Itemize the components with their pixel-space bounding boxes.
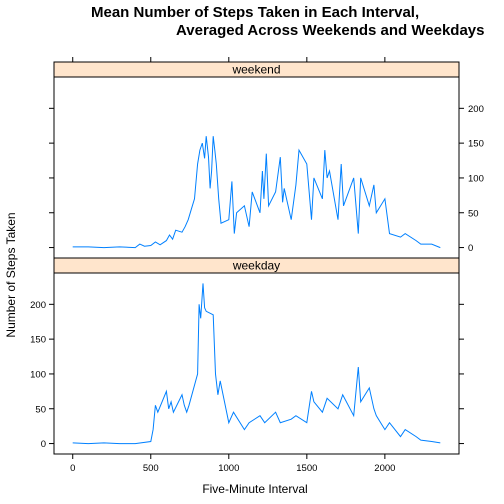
- x-tick-label: 1500: [296, 463, 317, 474]
- y-tick-label-weekday: 200: [30, 300, 46, 311]
- y-tick-label-weekday: 150: [30, 335, 46, 346]
- series-line-weekend: [72, 136, 441, 249]
- x-tick-label: 0: [70, 463, 75, 474]
- chart-title-line-2: Averaged Across Weekends and Weekdays: [176, 22, 484, 39]
- series-line-weekday: [72, 283, 441, 445]
- y-tick-label-weekday: 0: [41, 439, 46, 450]
- chart-title-line-1: Mean Number of Steps Taken in Each Inter…: [91, 4, 419, 21]
- panel-frame-weekend: [53, 76, 460, 259]
- x-tick-label: 1000: [218, 463, 239, 474]
- x-tick-label: 500: [143, 463, 159, 474]
- y-tick-label-weekday: 50: [35, 404, 46, 415]
- y-tick-label-weekday: 100: [30, 369, 46, 380]
- strip-label-weekend: weekend: [231, 63, 280, 77]
- y-tick-label-weekend: 150: [468, 139, 484, 150]
- strip-label-weekday: weekday: [232, 259, 280, 273]
- x-tick-label: 2000: [374, 463, 395, 474]
- y-tick-label-weekend: 100: [468, 173, 484, 184]
- y-tick-label-weekend: 200: [468, 104, 484, 115]
- y-axis-label: Number of Steps Taken: [4, 212, 18, 337]
- y-tick-label-weekend: 50: [468, 208, 479, 219]
- panel-frame-weekday: [53, 272, 460, 455]
- y-tick-label-weekend: 0: [468, 243, 473, 254]
- x-axis-label: Five-Minute Interval: [202, 482, 307, 496]
